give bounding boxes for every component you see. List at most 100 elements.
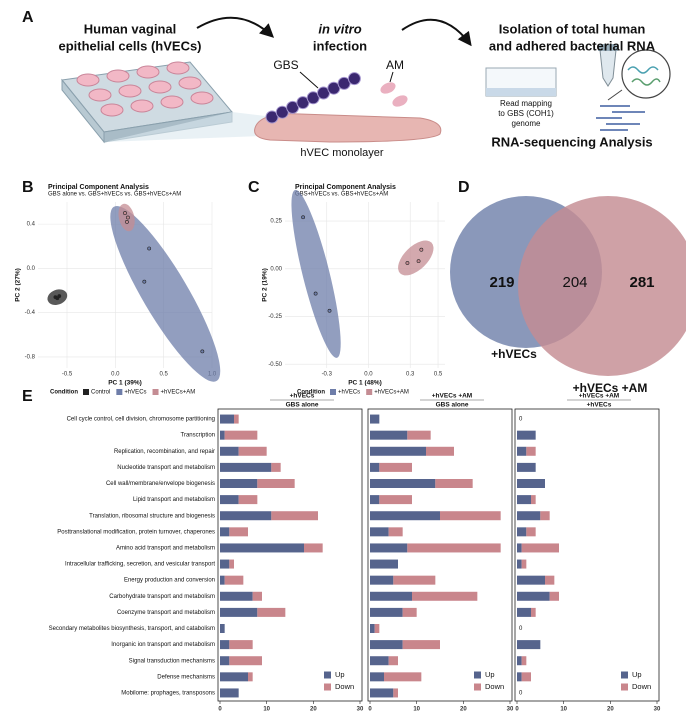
x-tick-label: 20 — [607, 707, 614, 713]
category-label: Cell cycle control, cell division, chrom… — [67, 417, 215, 423]
legend-label: Down — [632, 682, 651, 691]
legend-title: Condition — [297, 390, 325, 396]
well — [160, 95, 184, 109]
bar-down — [238, 446, 267, 456]
x-tick-label: 30 — [654, 707, 661, 713]
bar-down — [426, 446, 454, 456]
light-cone — [104, 112, 300, 142]
chart-title: Principal Component Analysis — [295, 184, 396, 191]
category-label: Translation, ribosomal structure and bio… — [89, 513, 215, 519]
tube — [599, 49, 617, 87]
x-tick-label: -0.3 — [322, 372, 333, 378]
diagram-text: Human vaginal — [84, 21, 176, 36]
bar-down — [402, 607, 417, 617]
x-tick-label: 0 — [218, 707, 222, 713]
category-label: Transcription — [181, 433, 215, 439]
well — [130, 99, 154, 113]
bar-down — [379, 495, 412, 505]
bar-up — [220, 607, 258, 617]
bar-up — [370, 559, 398, 569]
legend-label: Up — [485, 670, 495, 679]
legend-label: Down — [335, 682, 354, 691]
bar-up — [370, 446, 426, 456]
bar-up — [220, 511, 272, 521]
venn-count: 219 — [489, 274, 514, 291]
magnifier-pointer — [607, 89, 623, 101]
bar-up — [220, 495, 239, 505]
confidence-ellipse — [110, 206, 221, 382]
bar-up — [517, 559, 522, 569]
category-label: Intracellular trafficking, secretion, an… — [65, 562, 215, 568]
bar-up — [517, 640, 541, 650]
confidence-ellipse — [398, 240, 434, 276]
bar-down — [304, 543, 323, 553]
panel-header: +hVECs — [290, 393, 315, 400]
bar-up — [220, 430, 225, 440]
legend-swatch — [83, 389, 89, 395]
well — [136, 65, 160, 79]
diagram-text: infection — [313, 38, 367, 53]
bar-up — [220, 640, 230, 650]
x-tick-label: 0.0 — [364, 372, 373, 378]
bar-down — [229, 527, 248, 537]
x-tick-label: 0.5 — [159, 372, 168, 378]
magnifier — [621, 49, 671, 99]
panel-header: +hVECs +AM — [579, 393, 619, 400]
bar-up — [370, 575, 394, 585]
x-axis-label: PC 1 (39%) — [108, 380, 142, 387]
y-tick-label: 0.00 — [270, 266, 282, 272]
bar-up — [220, 479, 258, 488]
legend-swatch — [324, 683, 331, 691]
y-tick-label: 0.4 — [27, 222, 36, 228]
y-tick-label: -0.8 — [25, 355, 36, 361]
bar-down — [224, 575, 244, 585]
panel-header: GBS alone — [286, 402, 319, 409]
pointer — [299, 71, 319, 89]
arrow — [401, 18, 472, 47]
venn-label: +hVECs +AM — [573, 381, 648, 395]
zero-label: 0 — [519, 626, 523, 632]
panel-header: +hVECs +AM — [432, 393, 472, 400]
bar-up — [517, 511, 541, 521]
panel-header: +hVECs — [587, 402, 612, 409]
well — [76, 73, 100, 87]
bar-up — [370, 607, 403, 617]
bar-up — [517, 672, 522, 682]
legend-label: +hVECs — [338, 390, 360, 396]
bar-down — [531, 495, 536, 505]
well — [88, 88, 112, 102]
point — [125, 220, 129, 224]
bar-down — [521, 656, 527, 666]
category-label: Defense mechanisms — [157, 674, 215, 680]
x-tick-label: 30 — [357, 707, 364, 713]
well — [100, 103, 124, 117]
point — [405, 261, 410, 265]
legend-swatch — [330, 389, 336, 395]
x-axis-label: PC 1 (48%) — [348, 380, 382, 387]
panel-label: D — [458, 179, 470, 196]
point — [419, 247, 424, 252]
diagram-text: AM — [386, 58, 404, 72]
legend-label: +hVECs+AM — [374, 390, 409, 396]
bar-up — [220, 591, 253, 601]
x-tick-label: 0.3 — [406, 372, 415, 378]
diagram-text: to GBS (COH1) — [498, 109, 554, 118]
bar-up — [220, 575, 225, 585]
bar-up — [517, 591, 550, 601]
legend-label: +hVECs+AM — [161, 390, 196, 396]
bar-down — [521, 543, 559, 553]
bar-down — [545, 575, 555, 585]
x-tick-label: 0.0 — [111, 372, 120, 378]
x-tick-label: 0 — [515, 707, 519, 713]
bar-down — [521, 672, 531, 682]
bar-up — [370, 462, 380, 472]
bar-up — [517, 495, 531, 505]
bar-down — [393, 575, 436, 585]
point — [126, 215, 130, 220]
rna-strand — [631, 78, 661, 86]
category-label: Inorganic ion transport and metabolism — [111, 642, 215, 648]
bar-down — [252, 591, 262, 601]
am-cell — [380, 82, 396, 94]
bar-down — [531, 607, 536, 617]
x-tick-label: -0.5 — [62, 372, 73, 378]
